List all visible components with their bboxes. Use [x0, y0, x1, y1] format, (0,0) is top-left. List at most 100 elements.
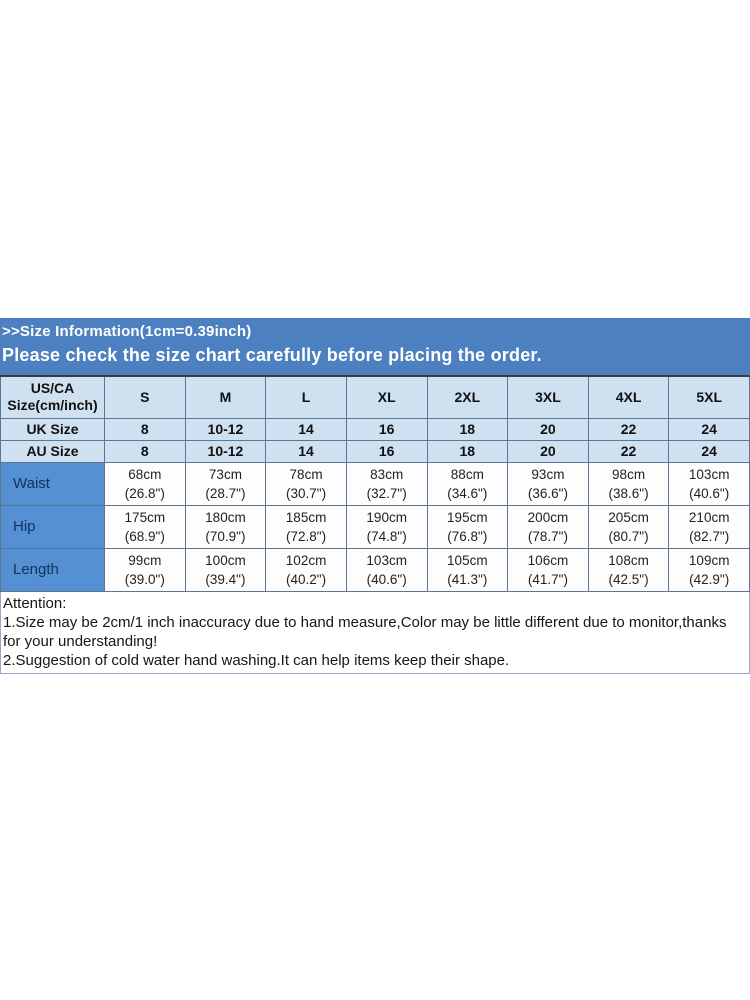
column-header-l: L [265, 375, 347, 419]
au-size-row-label: AU Size [0, 439, 105, 463]
hip-cm: 205cm [608, 509, 649, 525]
hip-size-cell: 205cm (80.7") [587, 504, 670, 549]
hip-cm: 185cm [285, 509, 327, 525]
size-table-header-row: US/CA Size(cm/inch) S M L XL 2XL 3XL 4XL… [0, 375, 750, 419]
au-size-value: 8 [104, 439, 186, 463]
hip-cm: 210cm [688, 509, 730, 525]
hip-inch: (68.9") [124, 528, 165, 544]
uk-size-value: 14 [265, 417, 347, 441]
waist-size-cell: 73cm (28.7") [184, 461, 267, 506]
waist-cm: 93cm [531, 466, 565, 482]
column-header-5xl: 5XL [668, 375, 750, 419]
hip-cm: 175cm [124, 509, 166, 525]
column-header-xl: XL [345, 375, 428, 419]
attention-title: Attention: [3, 594, 67, 612]
length-inch: (39.4") [205, 571, 246, 587]
au-size-row: AU Size 8 10-12 14 16 18 20 22 24 [0, 439, 750, 463]
au-size-value: 20 [507, 439, 589, 463]
waist-row-label: Waist [0, 461, 105, 506]
hip-inch: (78.7") [527, 528, 568, 544]
attention-note-1: 1.Size may be 2cm/1 inch inaccuracy due … [3, 613, 727, 650]
length-inch: (41.3") [447, 571, 488, 587]
length-size-cell: 100cm (39.4") [184, 547, 267, 592]
hip-size-cell: 195cm (76.8") [426, 504, 509, 549]
waist-size-cell: 88cm (34.6") [426, 461, 509, 506]
hip-cm: 195cm [447, 509, 488, 525]
hip-inch: (80.7") [608, 528, 649, 544]
hip-size-cell: 210cm (82.7") [668, 504, 750, 549]
au-size-value: 16 [345, 439, 428, 463]
hip-inch: (82.7") [689, 528, 730, 544]
column-header-4xl: 4XL [587, 375, 670, 419]
hip-size-cell: 180cm (70.9") [184, 504, 267, 549]
hip-inch: (70.9") [205, 528, 246, 544]
length-size-cell: 102cm (40.2") [265, 547, 347, 592]
waist-size-cell: 103cm (40.6") [668, 461, 750, 506]
hip-size-cell: 190cm (74.8") [345, 504, 428, 549]
waist-row: Waist 68cm (26.8") 73cm (28.7") 78cm (30… [0, 461, 750, 506]
waist-inch: (34.6") [447, 485, 488, 501]
size-info-title: >>Size Information(1cm=0.39inch) [2, 323, 252, 340]
au-size-value: 10-12 [184, 439, 267, 463]
column-header-m: M [184, 375, 267, 419]
length-size-cell: 108cm (42.5") [587, 547, 670, 592]
length-cm: 106cm [527, 552, 569, 568]
waist-inch: (28.7") [205, 485, 246, 501]
uk-size-value: 8 [104, 417, 186, 441]
uk-size-value: 20 [507, 417, 589, 441]
length-cm: 102cm [285, 552, 327, 568]
waist-cm: 78cm [289, 466, 323, 482]
waist-size-cell: 93cm (36.6") [507, 461, 589, 506]
waist-size-cell: 83cm (32.7") [345, 461, 428, 506]
hip-inch: (76.8") [447, 528, 488, 544]
column-header-us-ca-size: US/CA Size(cm/inch) [0, 375, 105, 419]
hip-size-cell: 185cm (72.8") [265, 504, 347, 549]
length-inch: (42.5") [608, 571, 649, 587]
size-chart-warning: Please check the size chart carefully be… [2, 345, 542, 365]
uk-size-value: 16 [345, 417, 428, 441]
size-info-header-band: >>Size Information(1cm=0.39inch) Please … [0, 318, 750, 375]
hip-inch: (72.8") [286, 528, 327, 544]
waist-cm: 83cm [370, 466, 404, 482]
length-size-cell: 99cm (39.0") [104, 547, 186, 592]
waist-size-cell: 78cm (30.7") [265, 461, 347, 506]
attention-notes: Attention: 1.Size may be 2cm/1 inch inac… [0, 591, 750, 674]
column-header-3xl: 3XL [507, 375, 589, 419]
au-size-value: 14 [265, 439, 347, 463]
waist-size-cell: 68cm (26.8") [104, 461, 186, 506]
uk-size-value: 18 [426, 417, 509, 441]
hip-cm: 190cm [366, 509, 407, 525]
uk-size-value: 24 [668, 417, 750, 441]
waist-inch: (40.6") [689, 485, 730, 501]
waist-inch: (32.7") [366, 485, 407, 501]
length-size-cell: 109cm (42.9") [668, 547, 750, 592]
length-cm: 105cm [447, 552, 488, 568]
length-size-cell: 103cm (40.6") [345, 547, 428, 592]
waist-cm: 88cm [450, 466, 484, 482]
column-header-s: S [104, 375, 186, 419]
hip-inch: (74.8") [366, 528, 407, 544]
column-header-2xl: 2XL [426, 375, 509, 419]
length-inch: (41.7") [527, 571, 568, 587]
hip-cm: 180cm [205, 509, 246, 525]
waist-cm: 73cm [208, 466, 242, 482]
hip-size-cell: 175cm (68.9") [104, 504, 186, 549]
waist-size-cell: 98cm (38.6") [587, 461, 670, 506]
length-size-cell: 106cm (41.7") [507, 547, 589, 592]
length-size-cell: 105cm (41.3") [426, 547, 509, 592]
waist-cm: 98cm [612, 466, 646, 482]
hip-size-cell: 200cm (78.7") [507, 504, 589, 549]
length-cm: 109cm [688, 552, 730, 568]
length-inch: (40.6") [366, 571, 407, 587]
au-size-value: 24 [668, 439, 750, 463]
uk-size-row-label: UK Size [0, 417, 105, 441]
hip-row: Hip 175cm (68.9") 180cm (70.9") 185cm (7… [0, 504, 750, 549]
uk-size-value: 10-12 [184, 417, 267, 441]
hip-row-label: Hip [0, 504, 105, 549]
length-inch: (40.2") [286, 571, 327, 587]
waist-cm: 103cm [688, 466, 730, 482]
waist-inch: (38.6") [608, 485, 649, 501]
uk-size-row: UK Size 8 10-12 14 16 18 20 22 24 [0, 417, 750, 441]
length-inch: (39.0") [124, 571, 165, 587]
top-whitespace [0, 0, 750, 318]
